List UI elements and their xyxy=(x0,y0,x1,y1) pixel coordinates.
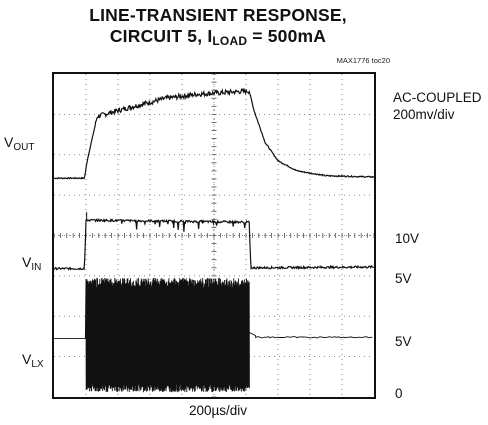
label-vout-scale: 200mv/div xyxy=(393,107,455,122)
trace-vin xyxy=(53,218,375,271)
chart-title-line-1: LINE-TRANSIENT RESPONSE, xyxy=(89,5,347,25)
label-vin-high: 10V xyxy=(395,231,420,246)
title-subscript: LOAD xyxy=(212,34,248,48)
figure-code: MAX1776 toc20 xyxy=(336,56,390,65)
scope-traces xyxy=(53,87,375,393)
trace-vlx xyxy=(54,277,373,393)
label-ac-coupled: AC-COUPLED xyxy=(393,90,482,105)
chart-title-line-2: CIRCUIT 5, ILOAD = 500mA xyxy=(45,26,391,51)
title-suffix: = 500mA xyxy=(247,26,327,46)
ylabel-vin: VIN xyxy=(22,254,42,273)
ylabel-vout: VOUT xyxy=(4,134,35,153)
title-prefix: CIRCUIT 5, I xyxy=(109,26,213,46)
x-axis-scale: 200µs/div xyxy=(188,403,248,418)
label-vin-low: 5V xyxy=(395,271,412,286)
label-vlx-low: 0 xyxy=(395,386,403,401)
scope-frame xyxy=(52,72,376,399)
scope-grid xyxy=(53,73,375,398)
ylabel-vlx: VLX xyxy=(22,351,44,370)
label-vlx-high: 5V xyxy=(395,334,412,349)
trace-vout xyxy=(53,87,374,180)
